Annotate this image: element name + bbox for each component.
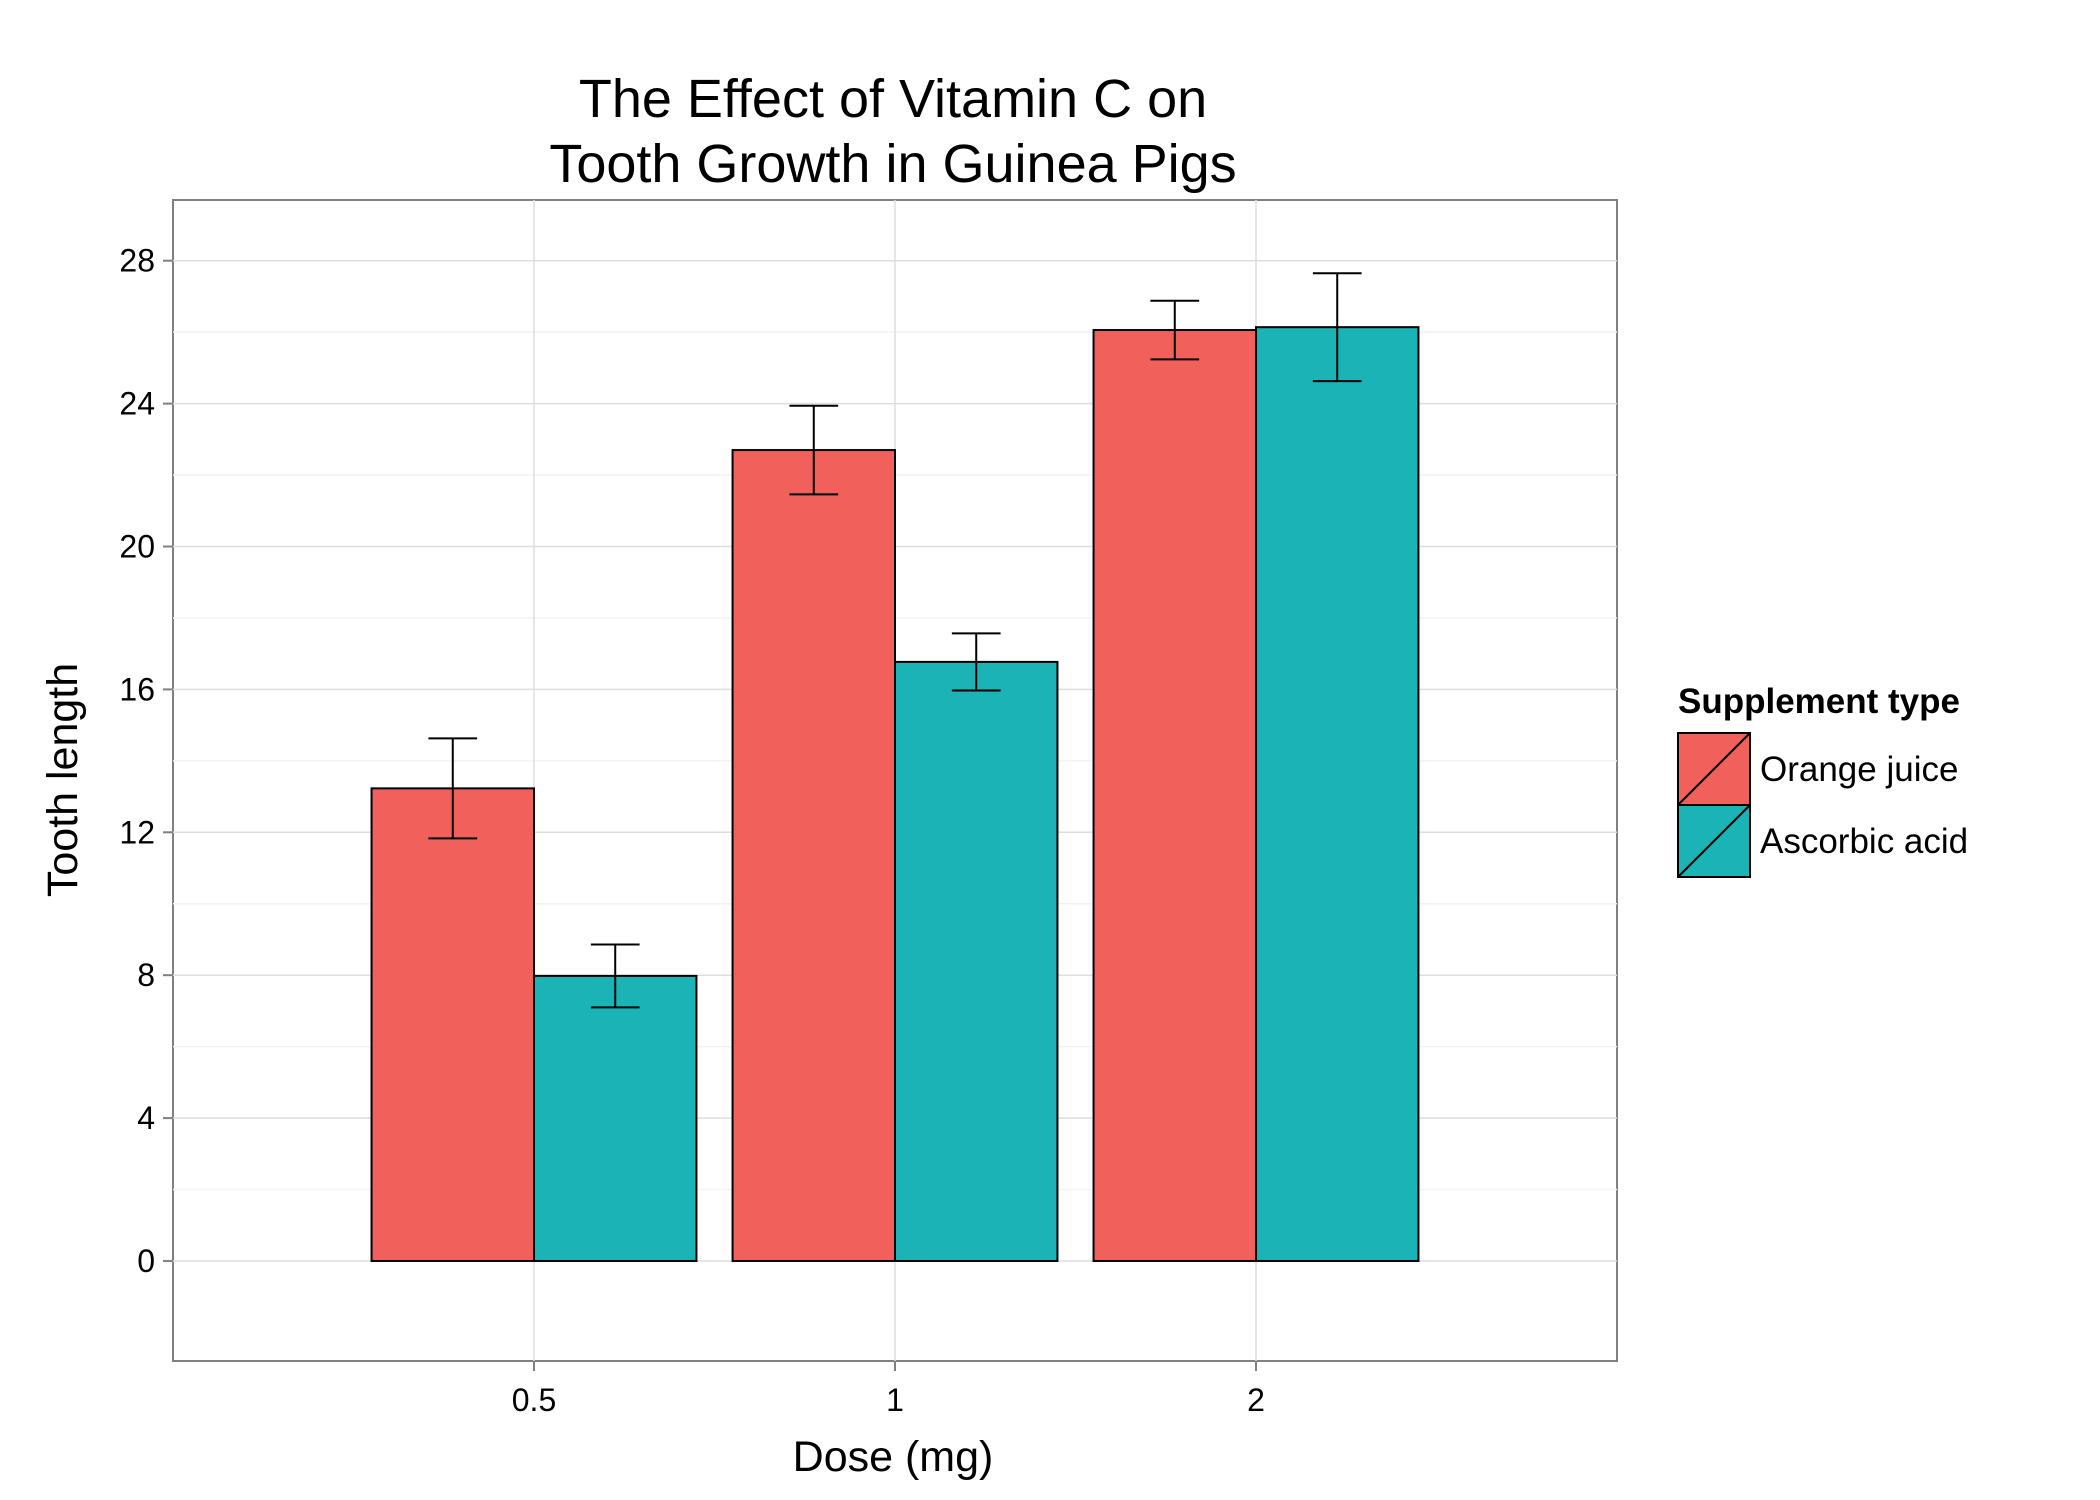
bar (731, 449, 896, 1262)
y-tick-label: 12 (119, 814, 155, 850)
y-tick-label: 8 (137, 957, 155, 993)
x-axis-title: Dose (mg) (793, 1433, 994, 1481)
y-tick-label: 16 (119, 671, 155, 707)
y-axis-title: Tooth length (39, 663, 87, 897)
y-tick-label: 24 (119, 386, 155, 422)
bar (1255, 326, 1420, 1262)
legend: Supplement type Orange juice Ascorbic aci… (1677, 682, 1968, 878)
y-tick-label: 28 (119, 243, 155, 279)
bars (370, 326, 1420, 1262)
legend-label: Orange juice (1760, 750, 1958, 789)
legend-swatch-slash (1677, 732, 1751, 806)
legend-items: Orange juice Ascorbic acid (1677, 732, 1968, 878)
chart-title-line-2: Tooth Growth in Guinea Pigs (549, 134, 1236, 194)
x-tick-label: 2 (1247, 1382, 1265, 1418)
y-axis: 0 4 8 12 16 20 24 28 (119, 243, 173, 1279)
error-bars (428, 272, 1362, 1009)
bar (894, 660, 1059, 1262)
y-tick-label: 4 (137, 1100, 155, 1136)
x-tick-label: 0.5 (512, 1382, 556, 1418)
y-tick-label: 0 (137, 1243, 155, 1279)
x-axis: 0.5 1 2 (512, 1361, 1265, 1418)
legend-title: Supplement type (1678, 682, 1960, 721)
legend-swatch-slash (1677, 804, 1751, 878)
bar (370, 787, 535, 1262)
y-tick-label: 20 (119, 529, 155, 565)
legend-label: Ascorbic acid (1760, 822, 1968, 861)
chart-title-line-1: The Effect of Vitamin C on (579, 69, 1207, 129)
bar (533, 974, 698, 1262)
bar (1092, 329, 1258, 1262)
x-tick-label: 1 (886, 1382, 904, 1418)
